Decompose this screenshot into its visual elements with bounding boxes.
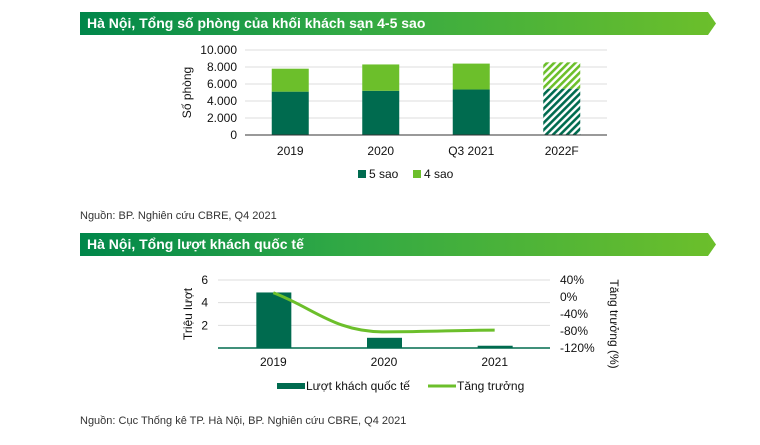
bar-visitors — [256, 292, 292, 348]
y2-tick-label: 40% — [560, 273, 584, 287]
y-tick-label: 4.000 — [207, 94, 237, 108]
y-tick-label: 8.000 — [207, 60, 237, 74]
section2-title: Hà Nội, Tổng lượt khách quốc tế — [87, 236, 304, 252]
x-tick-label: 2020 — [367, 144, 394, 158]
x-tick-label: 2019 — [260, 355, 287, 369]
line-growth — [272, 291, 495, 334]
y-tick-label: 10.000 — [200, 43, 237, 57]
x-tick-label: 2020 — [371, 355, 398, 369]
bar-visitors — [477, 345, 513, 348]
section1-title: Hà Nội, Tổng số phòng của khối khách sạn… — [87, 15, 426, 31]
legend-swatch — [358, 170, 366, 178]
y-tick-label: 0 — [230, 128, 237, 142]
legend-label: 4 sao — [424, 167, 454, 181]
y-axis-title: Triệu lượt — [181, 287, 195, 340]
bar-4-sao — [543, 62, 581, 89]
bar-5-sao — [452, 89, 490, 135]
section2-source: Nguồn: Cục Thống kê TP. Hà Nội, BP. Nghi… — [80, 415, 407, 427]
y-tick-label: 6 — [201, 273, 208, 287]
bar-visitors — [367, 337, 402, 348]
legend-label: Tăng trưởng — [457, 379, 524, 393]
y-tick-label: 2.000 — [207, 111, 237, 125]
legend-swatch — [277, 383, 305, 389]
y2-tick-label: -80% — [560, 324, 588, 338]
y2-tick-label: 0% — [560, 290, 578, 304]
bar-4-sao — [362, 64, 400, 91]
section2-header: Hà Nội, Tổng lượt khách quốc tế — [80, 233, 716, 256]
y-tick-label: 6.000 — [207, 77, 237, 91]
bar-5-sao — [362, 90, 400, 135]
x-tick-label: 2019 — [277, 144, 304, 158]
x-tick-label: 2021 — [481, 355, 508, 369]
y2-tick-label: -40% — [560, 307, 588, 321]
y-tick-label: 2 — [201, 318, 208, 332]
legend-label: Lượt khách quốc tế — [306, 379, 410, 393]
bar-5-sao — [271, 91, 309, 135]
y2-axis-title: Tăng trưởng (%) — [607, 279, 621, 368]
x-tick-label: Q3 2021 — [448, 144, 494, 158]
section1-header: Hà Nội, Tổng số phòng của khối khách sạn… — [80, 12, 716, 35]
y2-tick-label: -120% — [560, 341, 595, 355]
legend-swatch — [413, 170, 421, 178]
section1-source: Nguồn: BP. Nghiên cứu CBRE, Q4 2021 — [80, 210, 277, 222]
legend-label: 5 sao — [369, 167, 399, 181]
y-axis-title: Số phòng — [180, 67, 194, 118]
bar-4-sao — [452, 63, 490, 90]
x-tick-label: 2022F — [545, 144, 579, 158]
bar-4-sao — [271, 68, 309, 92]
y-tick-label: 4 — [201, 296, 208, 310]
bar-5-sao — [543, 88, 581, 135]
